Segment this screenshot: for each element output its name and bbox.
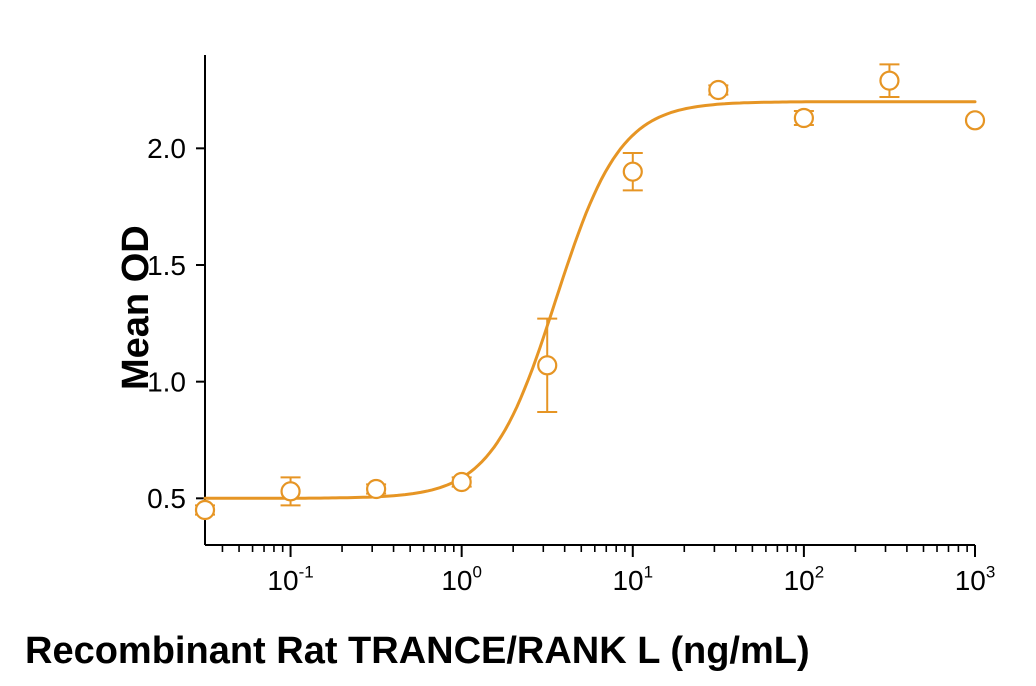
svg-text:101: 101 bbox=[612, 562, 653, 596]
svg-text:10-1: 10-1 bbox=[267, 562, 313, 596]
svg-text:103: 103 bbox=[955, 562, 996, 596]
y-axis-label: Mean OD bbox=[115, 225, 158, 390]
svg-text:100: 100 bbox=[441, 562, 482, 596]
svg-text:102: 102 bbox=[784, 562, 825, 596]
x-axis-label: Recombinant Rat TRANCE/RANK L (ng/mL) bbox=[25, 630, 810, 673]
svg-text:2.0: 2.0 bbox=[147, 133, 186, 164]
chart-container: { "chart": { "type": "dose-response-scat… bbox=[0, 0, 1036, 686]
svg-text:0.5: 0.5 bbox=[147, 483, 186, 514]
